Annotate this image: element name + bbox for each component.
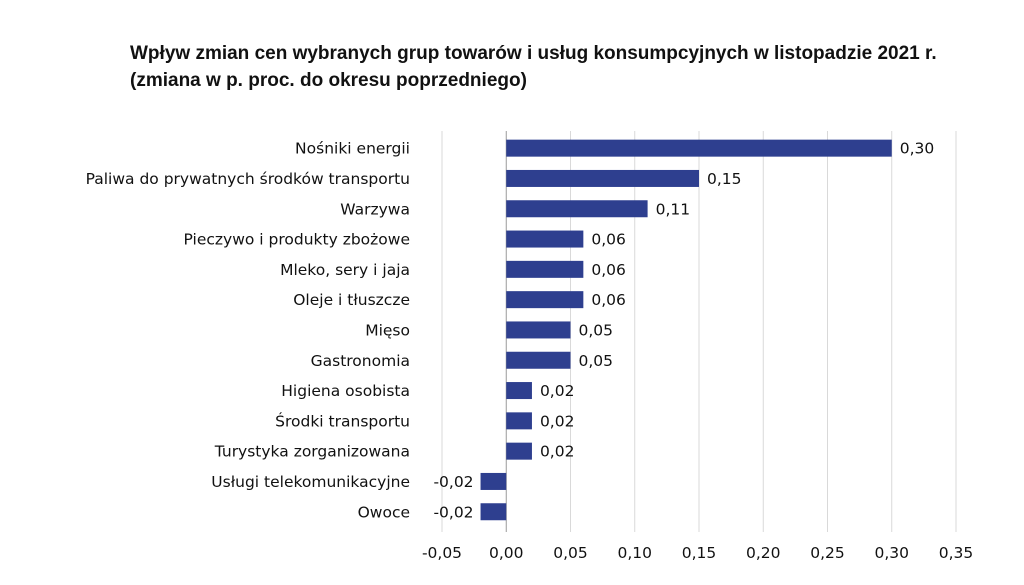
bar [506,169,699,187]
data-label: 0,15 [707,170,742,188]
category-label: Pieczywo i produkty zbożowe [184,231,410,249]
bar [506,139,892,157]
bar [506,412,532,430]
x-tick-label: 0,00 [489,544,524,562]
bar [506,442,532,460]
data-label: 0,11 [656,200,691,218]
x-tick-label: 0,25 [810,544,845,562]
data-label: 0,30 [900,140,935,158]
category-label: Warzywa [340,200,410,218]
chart-title-block: Wpływ zmian cen wybranych grup towarów i… [130,40,937,94]
chart-subtitle: (zmiana w p. proc. do okresu poprzednieg… [130,70,527,91]
category-label: Paliwa do prywatnych środków transportu [86,170,410,188]
category-label: Owoce [358,503,410,521]
category-label: Środki transportu [275,411,410,430]
bar [506,321,571,339]
x-tick-label: 0,35 [939,544,974,562]
x-tick-label: 0,10 [617,544,652,562]
category-label: Mleko, sery i jaja [280,261,410,279]
category-label: Turystyka zorganizowana [214,443,410,461]
data-label: 0,06 [591,261,626,279]
bar [506,382,532,400]
data-label: 0,02 [540,382,575,400]
x-tick-label: -0,05 [422,544,462,562]
bar [506,230,584,248]
x-axis-tick-labels: -0,05 0,00 0,05 0,10 0,15 0,20 0,25 0,30 0,35 [422,544,973,562]
bar [506,351,571,369]
data-label: 0,06 [591,231,626,249]
bar [506,200,648,218]
x-tick-label: 0,15 [682,544,717,562]
gridlines [441,131,957,532]
category-label: Usługi telekomunikacyjne [211,473,410,491]
value-labels: 0,300,150,110,060,060,060,050,050,020,02… [433,140,934,522]
bar [480,503,507,521]
category-label: Oleje i tłuszcze [293,291,410,309]
data-label: 0,05 [579,321,614,339]
category-label: Mięso [365,321,410,339]
data-label: 0,05 [579,352,614,370]
x-tick-label: 0,20 [746,544,781,562]
category-labels: Nośniki energii Paliwa do prywatnych środ… [86,140,410,522]
data-label: -0,02 [433,503,473,521]
category-label: Nośniki energii [295,140,410,158]
bars [480,139,892,521]
bar [506,260,584,278]
category-label: Gastronomia [311,352,410,370]
x-tick-label: 0,30 [874,544,909,562]
category-label: Higiena osobista [281,382,410,400]
bar [480,472,507,490]
data-label: 0,02 [540,412,575,430]
bar [506,291,584,309]
chart-title: Wpływ zmian cen wybranych grup towarów i… [130,43,937,64]
data-label: -0,02 [433,473,473,491]
data-label: 0,02 [540,443,575,461]
data-label: 0,06 [591,291,626,309]
x-tick-label: 0,05 [553,544,588,562]
